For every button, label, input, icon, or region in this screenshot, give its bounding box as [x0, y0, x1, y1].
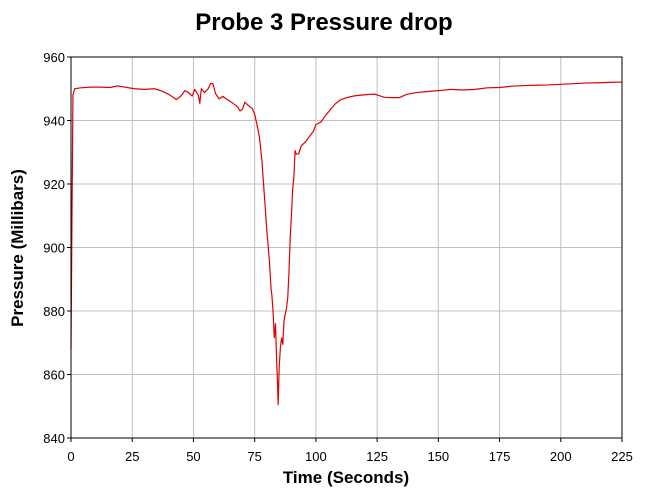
- x-tick-label: 100: [305, 449, 327, 464]
- chart-title: Probe 3 Pressure drop: [195, 9, 452, 36]
- x-tick-label: 200: [550, 449, 572, 464]
- x-tick-label: 175: [489, 449, 511, 464]
- plot-area: [70, 81, 623, 406]
- axes: [67, 56, 623, 442]
- y-tick-label: 900: [43, 241, 65, 256]
- plot-frame: [70, 56, 623, 439]
- y-tick-label: 840: [43, 431, 65, 446]
- y-axis-label: Pressure (Millibars): [8, 169, 27, 327]
- x-tick-labels: 0 25 50 75 100 125 150 175 200 225: [67, 449, 632, 464]
- grid-lines: [71, 56, 623, 438]
- x-tick-label: 125: [366, 449, 388, 464]
- x-axis-label: Time (Seconds): [283, 468, 409, 487]
- x-tick-label: 25: [125, 449, 139, 464]
- x-tick-label: 225: [611, 449, 633, 464]
- y-tick-label: 960: [43, 50, 65, 65]
- pressure-series-line: [70, 81, 623, 406]
- y-tick-labels: 840 860 880 900 920 940 960: [43, 50, 65, 446]
- y-tick-label: 920: [43, 177, 65, 192]
- x-tick-label: 150: [427, 449, 449, 464]
- x-tick-label: 0: [67, 449, 74, 464]
- y-tick-label: 860: [43, 368, 65, 383]
- y-tick-label: 940: [43, 114, 65, 129]
- x-tick-label: 75: [247, 449, 261, 464]
- y-tick-label: 880: [43, 304, 65, 319]
- x-tick-label: 50: [186, 449, 200, 464]
